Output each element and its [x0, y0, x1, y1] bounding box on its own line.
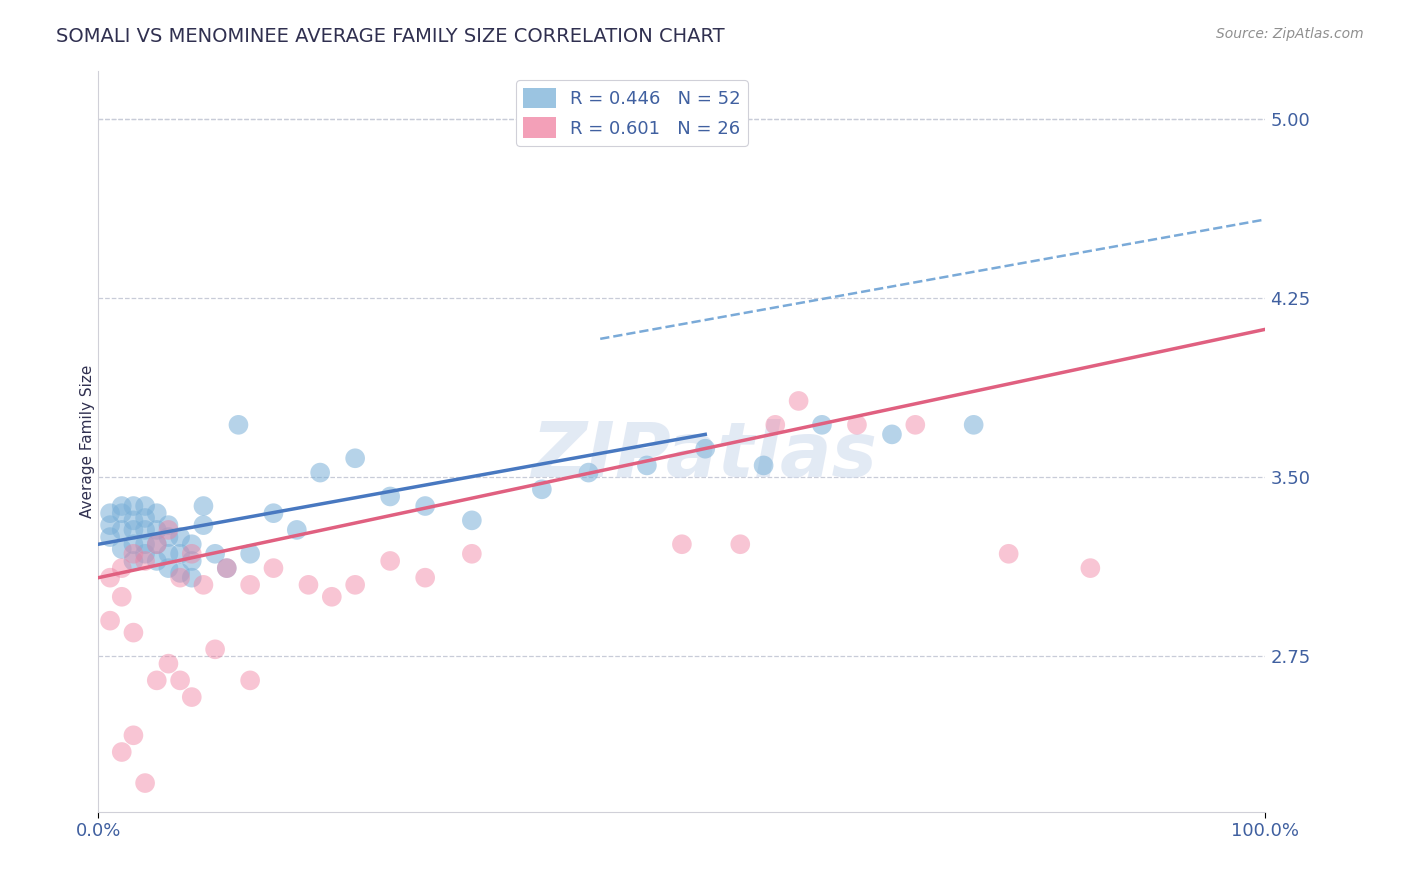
Point: [309, 466, 332, 480]
Point: [146, 537, 169, 551]
Point: [671, 537, 693, 551]
Point: [157, 523, 180, 537]
Point: [98, 614, 121, 628]
Point: [578, 466, 600, 480]
Point: [378, 554, 402, 568]
Point: [193, 578, 215, 592]
Point: [146, 523, 169, 537]
Point: [180, 547, 202, 561]
Legend: R = 0.446   N = 52, R = 0.601   N = 26: R = 0.446 N = 52, R = 0.601 N = 26: [516, 80, 748, 145]
Point: [811, 417, 834, 432]
Point: [262, 561, 284, 575]
Point: [215, 561, 238, 575]
Point: [157, 561, 180, 575]
Point: [461, 513, 484, 527]
Point: [204, 642, 226, 657]
Point: [122, 547, 145, 561]
Point: [122, 537, 145, 551]
Point: [962, 417, 984, 432]
Point: [845, 417, 868, 432]
Point: [344, 451, 367, 466]
Point: [134, 554, 156, 568]
Point: [239, 578, 262, 592]
Point: [904, 417, 927, 432]
Point: [204, 547, 226, 561]
Point: [157, 547, 180, 561]
Point: [530, 483, 553, 497]
Point: [134, 523, 156, 537]
Point: [169, 566, 191, 580]
Point: [413, 499, 436, 513]
Point: [157, 530, 180, 544]
Point: [378, 490, 402, 504]
Point: [111, 745, 134, 759]
Y-axis label: Average Family Size: Average Family Size: [80, 365, 94, 518]
Point: [180, 537, 202, 551]
Point: [1080, 561, 1102, 575]
Point: [122, 625, 145, 640]
Point: [344, 578, 367, 592]
Point: [169, 571, 191, 585]
Point: [122, 523, 145, 537]
Point: [146, 554, 169, 568]
Point: [111, 541, 134, 556]
Point: [285, 523, 308, 537]
Point: [239, 547, 262, 561]
Point: [146, 537, 169, 551]
Point: [157, 518, 180, 533]
Point: [111, 499, 134, 513]
Point: [98, 571, 121, 585]
Point: [763, 417, 786, 432]
Point: [215, 561, 238, 575]
Point: [111, 506, 134, 520]
Point: [413, 571, 436, 585]
Point: [169, 673, 191, 688]
Point: [134, 547, 156, 561]
Point: [228, 417, 250, 432]
Point: [146, 506, 169, 520]
Point: [193, 518, 215, 533]
Point: [730, 537, 752, 551]
Point: [98, 518, 121, 533]
Point: [461, 547, 484, 561]
Point: [695, 442, 717, 456]
Point: [169, 547, 191, 561]
Point: [297, 578, 319, 592]
Point: [787, 393, 810, 408]
Point: [111, 590, 134, 604]
Point: [239, 673, 262, 688]
Point: [111, 561, 134, 575]
Point: [636, 458, 658, 473]
Point: [134, 537, 156, 551]
Text: Source: ZipAtlas.com: Source: ZipAtlas.com: [1216, 27, 1364, 41]
Text: ZIPatlas: ZIPatlas: [533, 419, 879, 493]
Point: [180, 571, 202, 585]
Point: [122, 499, 145, 513]
Point: [180, 554, 202, 568]
Point: [98, 530, 121, 544]
Point: [134, 511, 156, 525]
Point: [752, 458, 775, 473]
Point: [321, 590, 343, 604]
Point: [134, 499, 156, 513]
Point: [180, 690, 202, 704]
Point: [997, 547, 1019, 561]
Text: SOMALI VS MENOMINEE AVERAGE FAMILY SIZE CORRELATION CHART: SOMALI VS MENOMINEE AVERAGE FAMILY SIZE …: [56, 27, 725, 45]
Point: [98, 506, 121, 520]
Point: [122, 728, 145, 742]
Point: [111, 523, 134, 537]
Point: [880, 427, 903, 442]
Point: [157, 657, 180, 671]
Point: [122, 513, 145, 527]
Point: [193, 499, 215, 513]
Point: [146, 673, 169, 688]
Point: [169, 530, 191, 544]
Point: [262, 506, 284, 520]
Point: [122, 554, 145, 568]
Point: [134, 776, 156, 790]
